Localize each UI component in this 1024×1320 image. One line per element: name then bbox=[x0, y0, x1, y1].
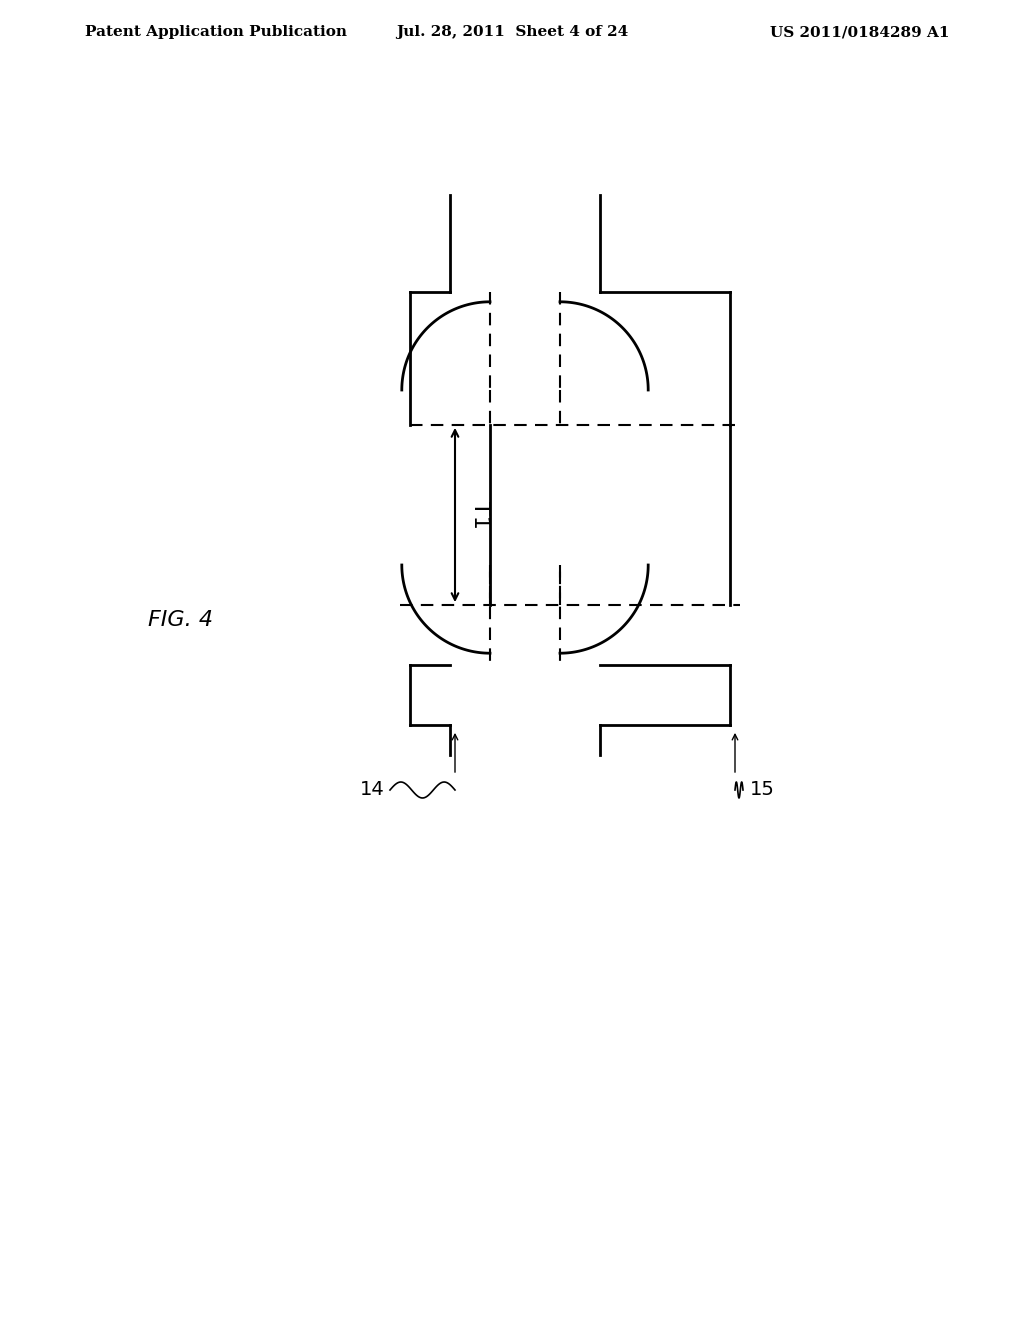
Text: Patent Application Publication: Patent Application Publication bbox=[85, 25, 347, 40]
Text: 15: 15 bbox=[750, 780, 775, 800]
Text: Jul. 28, 2011  Sheet 4 of 24: Jul. 28, 2011 Sheet 4 of 24 bbox=[396, 25, 628, 40]
Text: US 2011/0184289 A1: US 2011/0184289 A1 bbox=[770, 25, 950, 40]
Text: T1: T1 bbox=[470, 502, 490, 529]
Text: 14: 14 bbox=[360, 780, 385, 800]
Text: FIG. 4: FIG. 4 bbox=[147, 610, 213, 630]
